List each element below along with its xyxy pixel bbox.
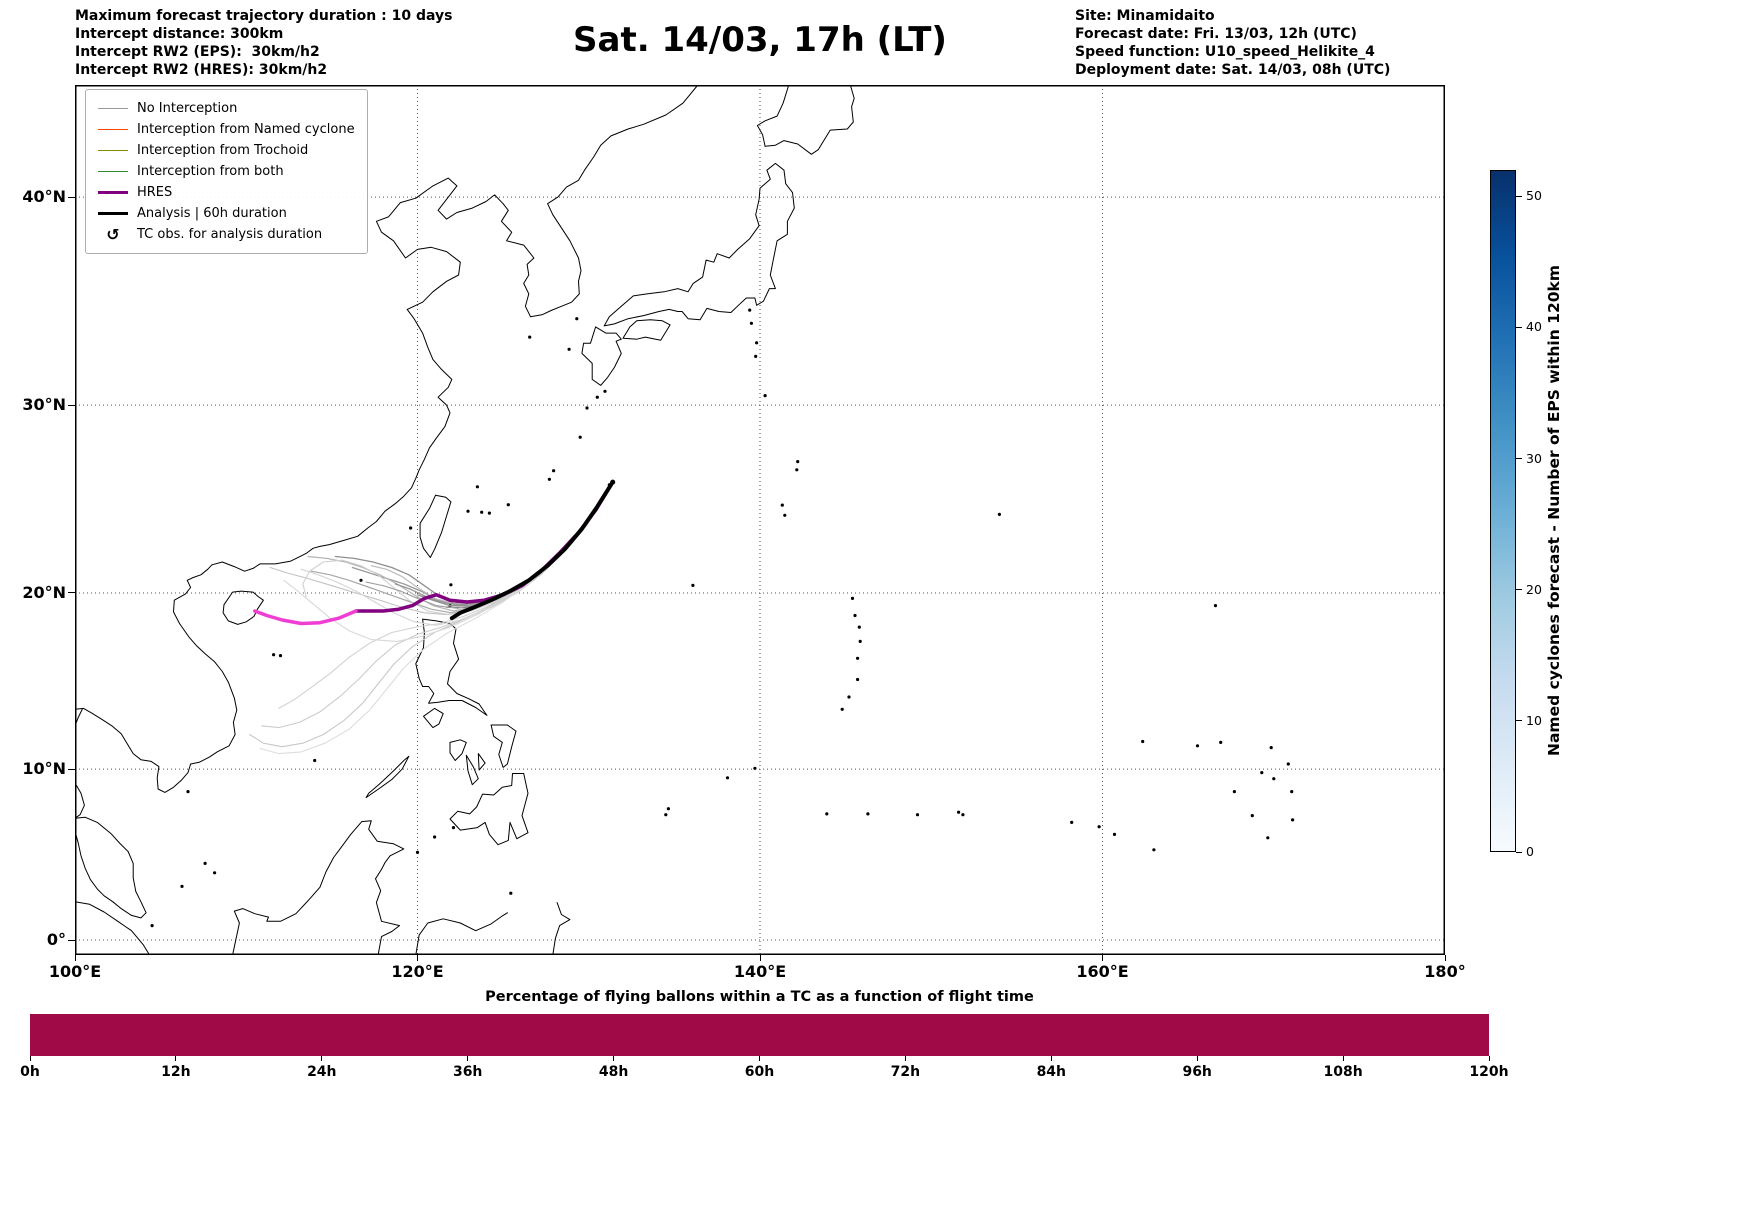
legend-item: Interception from both [98,161,355,182]
x-axis-tick [74,955,76,961]
legend-label: HRES [137,185,173,200]
legend-label: Interception from both [137,164,284,179]
max-duration-line: Maximum forecast trajectory duration : 1… [75,8,453,24]
legend-line-swatch [98,190,128,195]
bottom-axis-tick [1342,1056,1344,1061]
legend-label: Interception from Trochoid [137,143,309,158]
colorbar-label: Named cyclones forecast - Number of EPS … [1545,265,1563,757]
colorbar-tick-label: 0 [1526,844,1534,859]
bottom-axis-tick [175,1056,177,1061]
y-axis-tick [68,592,75,594]
bottom-axis-tick-label: 84h [1036,1064,1067,1080]
legend-label: TC obs. for analysis duration [137,227,323,242]
bottom-axis-tick-label: 108h [1323,1064,1363,1080]
colorbar-tick [1516,458,1522,460]
site-info-block: Site: Minamidaito Forecast date: Fri. 13… [1075,7,1390,79]
y-axis-tick-label: 40°N [22,187,66,207]
y-axis-tick-label: 0° [46,930,66,949]
legend-label: Interception from Named cyclone [137,122,355,137]
colorbar [1490,170,1516,852]
bottom-axis-tick [759,1056,760,1061]
x-axis-tick-label: 160°E [1076,962,1129,981]
colorbar-tick-label: 50 [1526,188,1542,204]
colorbar-tick [1516,326,1522,328]
bottom-axis-tick-label: 72h [890,1064,921,1080]
legend-label: No Interception [137,101,238,116]
bottom-axis-tick-label: 24h [307,1064,337,1080]
colorbar-tick [1516,851,1522,853]
colorbar-tick-label: 40 [1526,319,1542,335]
y-axis-tick [68,404,75,406]
map-legend: No Interception Interception from Named c… [85,89,368,254]
legend-item: No Interception [98,98,355,119]
bottom-axis-tick-label: 120h [1469,1064,1509,1080]
legend-item: Interception from Trochoid [98,140,355,161]
legend-item: HRES [98,182,355,203]
intercept-rw2-eps-line: Intercept RW2 (EPS): 30km/h2 [75,44,320,60]
legend-line-swatch [98,149,128,152]
colorbar-tick-label: 10 [1526,712,1542,728]
x-axis-tick-label: 100°E [48,962,102,981]
bottom-axis-tick-label: 48h [598,1064,629,1080]
y-axis-tick-label: 20°N [22,582,66,602]
bottom-chart-title: Percentage of flying ballons within a TC… [485,989,1034,1005]
bottom-axis-tick-label: 12h [161,1064,191,1080]
bottom-axis-tick-label: 36h [452,1064,483,1080]
intercept-rw2-hres-line: Intercept RW2 (HRES): 30km/h2 [75,62,328,78]
site-line: Site: Minamidaito [1075,8,1215,24]
colorbar-tick-label: 20 [1526,581,1542,597]
colorbar-tick [1516,195,1522,197]
colorbar-tick-label: 30 [1526,450,1542,466]
bottom-axis-tick [1196,1056,1198,1061]
legend-item: ↺ TC obs. for analysis duration [98,224,355,245]
colorbar-tick [1516,589,1522,591]
x-axis-tick [417,955,418,961]
speed-function-line: Speed function: U10_speed_Helikite_4 [1075,44,1375,60]
bottom-axis-tick [467,1056,469,1061]
deployment-date-line: Deployment date: Sat. 14/03, 08h (UTC) [1075,62,1391,78]
colorbar-tick [1516,720,1522,722]
legend-line-swatch [98,170,128,173]
x-axis-tick [759,955,761,961]
bottom-axis-tick [321,1056,323,1061]
legend-item: Interception from Named cyclone [98,119,355,140]
bottom-axis-tick-label: 96h [1182,1064,1212,1080]
flight-time-tc-bar [30,1014,1489,1056]
x-axis-tick-label: 140°E [733,962,787,981]
x-axis-tick [1444,955,1446,961]
forecast-date-line: Forecast date: Fri. 13/03, 12h (UTC) [1075,26,1357,42]
forecast-params-block: Maximum forecast trajectory duration : 1… [75,7,452,79]
bottom-axis-tick-label: 60h [744,1064,775,1080]
legend-item: Analysis | 60h duration [98,203,355,224]
tc-obs-icon: ↺ [106,225,120,244]
bottom-axis-tick [1050,1056,1052,1061]
bottom-axis-tick [613,1056,615,1061]
bottom-axis-tick [1488,1056,1490,1061]
legend-label: Analysis | 60h duration [137,206,287,221]
x-axis-tick-label: 180° [1424,962,1466,981]
y-axis-tick [68,196,75,198]
y-axis-tick-label: 10°N [22,759,66,779]
legend-line-swatch [98,107,128,110]
bottom-axis-tick-label: 0h [20,1064,40,1080]
legend-line-swatch [98,128,128,131]
y-axis-tick-label: 30°N [22,395,66,415]
x-axis-tick [1102,955,1103,961]
legend-line-swatch [98,211,128,216]
bottom-axis-tick [904,1056,906,1061]
x-axis-tick-label: 120°E [391,962,444,981]
y-axis-tick [68,939,75,941]
intercept-distance-line: Intercept distance: 300km [75,26,284,42]
page-title: Sat. 14/03, 17h (LT) [573,20,947,60]
y-axis-tick [68,768,75,770]
bottom-axis-tick [29,1056,31,1061]
